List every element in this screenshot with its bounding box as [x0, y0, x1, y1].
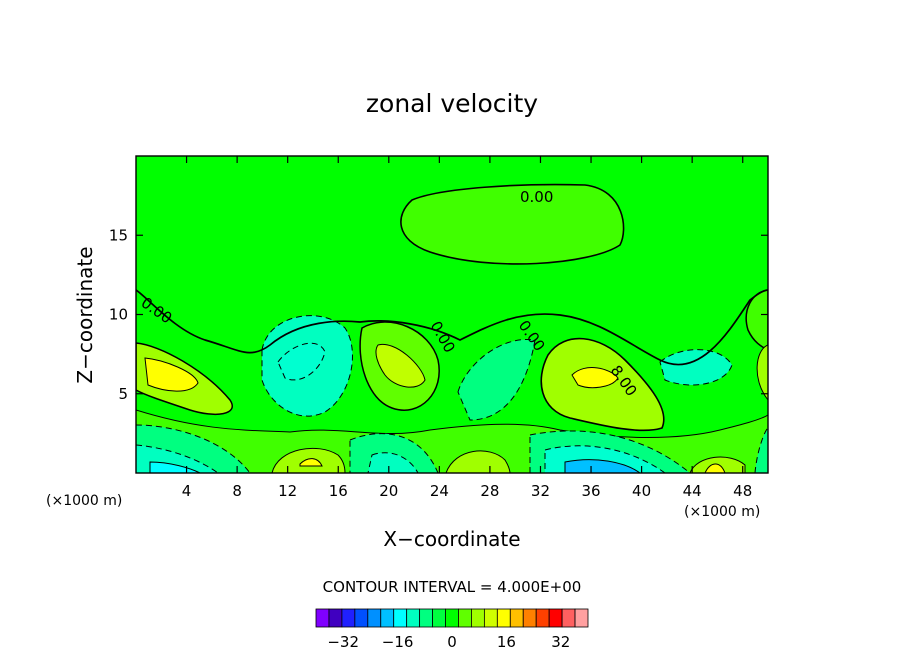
colorbar-swatch [328, 608, 343, 628]
chart-title: zonal velocity [366, 89, 538, 118]
zero-contour-line [136, 289, 768, 366]
colorbar-swatch [445, 608, 459, 628]
colorbar-swatch [432, 608, 446, 628]
colorbar-swatch [419, 608, 433, 628]
z-unit-label: (×1000 m) [46, 493, 122, 509]
ground-negative-left-core [149, 461, 201, 473]
x-axis-ticks: 4 8 12 16 20 24 28 32 36 40 44 48 [182, 156, 752, 500]
x-tick-label: 28 [480, 482, 499, 500]
colorbar-swatch [522, 608, 537, 628]
colorbar-tick-label: 32 [551, 633, 570, 651]
colorbar-swatch [458, 608, 472, 628]
x-tick-label: 48 [733, 482, 752, 500]
x-axis-title: X−coordinate [383, 527, 520, 551]
x-tick-label: 16 [329, 482, 348, 500]
colorbar-swatch [574, 608, 589, 628]
y-tick-label: 5 [118, 385, 128, 403]
colorbar-tick-label: −16 [382, 633, 414, 651]
x-tick-label: 12 [278, 482, 297, 500]
x-unit-label: (×1000 m) [684, 504, 760, 520]
colorbar-swatch [496, 608, 511, 628]
colorbar-tick-label: −32 [327, 633, 359, 651]
colorbar: −32 −16 0 16 32 [315, 608, 589, 651]
colorbar-swatch [483, 608, 498, 628]
colorbar-swatch [406, 608, 421, 628]
x-tick-label: 4 [182, 482, 192, 500]
positive-lobe-right-core [571, 367, 619, 389]
ground-negative-edge [754, 427, 768, 473]
colorbar-swatch [315, 608, 330, 628]
x-tick-label: 20 [379, 482, 398, 500]
negative-lobe-1-core [277, 342, 326, 381]
colorbar-swatch [509, 608, 524, 628]
colorbar-swatch [341, 608, 356, 628]
y-tick-label: 10 [109, 306, 128, 324]
positive-lobe-left-core [144, 357, 199, 392]
colorbar-swatch [367, 608, 382, 628]
colorbar-swatch [380, 608, 395, 628]
y-axis-title: Z−coordinate [73, 246, 97, 383]
upper-positive-region [400, 183, 625, 265]
ground-positive-1-core [299, 458, 323, 467]
ground-negative-center-core [367, 452, 419, 473]
colorbar-swatch [354, 608, 369, 628]
x-tick-label: 32 [531, 482, 550, 500]
y-axis-ticks: 5 10 15 [109, 226, 768, 403]
colorbar-swatch [561, 608, 576, 628]
colorbar-tick-label: 0 [447, 633, 457, 651]
x-tick-label: 40 [632, 482, 651, 500]
ground-positive-2 [445, 450, 511, 473]
contour-field [136, 156, 768, 473]
positive-lobe-center-core [375, 343, 426, 388]
contour-interval-label: CONTOUR INTERVAL = 4.000E+00 [323, 578, 582, 596]
negative-lobe-2 [457, 338, 536, 421]
colorbar-swatch [548, 608, 563, 628]
x-tick-label: 8 [232, 482, 242, 500]
colorbar-swatch [393, 608, 408, 628]
negative-lobe-3 [659, 349, 733, 386]
x-tick-label: 36 [581, 482, 600, 500]
x-tick-label: 44 [683, 482, 702, 500]
contour-label-upper: 0.00 [520, 188, 553, 206]
colorbar-swatch [471, 608, 485, 628]
x-tick-label: 24 [430, 482, 449, 500]
y-tick-label: 15 [109, 226, 128, 244]
colorbar-swatch [535, 608, 550, 628]
colorbar-tick-label: 16 [497, 633, 516, 651]
